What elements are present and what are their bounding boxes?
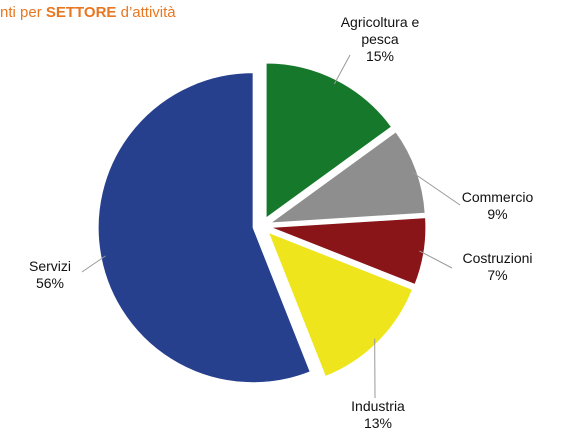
slice-label: Agricoltura e pesca 15%	[325, 14, 435, 65]
category-label: Commercio	[461, 189, 534, 205]
pie-slice	[97, 72, 311, 384]
pie-slice	[267, 231, 414, 378]
slice-label: Costruzioni 7%	[450, 250, 545, 284]
value-label: 9%	[487, 206, 508, 222]
title-part: SETTORE	[45, 4, 117, 21]
value-label: 56%	[35, 275, 65, 291]
slice-label: Commercio 9%	[455, 189, 540, 223]
category-label: Servizi	[28, 258, 71, 274]
chart-title: nti per SETTORE d’attività	[0, 4, 176, 21]
leader-line	[81, 255, 106, 273]
title-part: d’attività	[116, 4, 176, 21]
value-label: 15%	[365, 48, 395, 64]
value-label: 7%	[487, 267, 508, 283]
pie-slice	[268, 131, 426, 224]
category-label: Costruzioni	[462, 250, 533, 266]
leader-line	[411, 171, 461, 206]
category-label: Agricoltura e pesca	[340, 14, 420, 47]
leader-line	[333, 54, 351, 85]
title-part: nti per	[0, 4, 46, 21]
slice-label: Industria 13%	[338, 398, 418, 432]
slice-label: Servizi 56%	[20, 258, 80, 292]
pie-slice	[270, 217, 427, 286]
value-label: 13%	[363, 415, 393, 431]
leader-line	[419, 250, 453, 269]
category-label: Industria	[351, 398, 405, 414]
